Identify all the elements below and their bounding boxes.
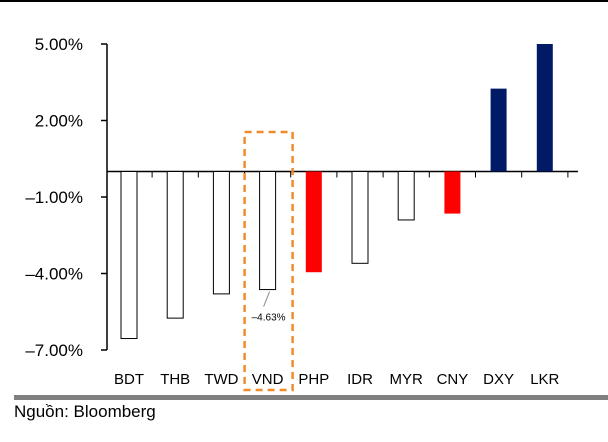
y-tick-label: 2.00% — [35, 112, 83, 131]
data-label-vnd: –4.63% — [252, 313, 286, 324]
annotation-leader — [263, 291, 271, 307]
x-tick-label: DXY — [483, 371, 514, 388]
bar-chart: 5.00% 2.00% –1.00% –4.00% –7.00% BDT THB TWD VND… — [25, 35, 578, 392]
x-tick-label: THB — [160, 371, 190, 388]
x-tick-label: LKR — [530, 371, 559, 388]
x-tick-label: BDT — [114, 371, 144, 388]
x-tick-label: CNY — [437, 371, 469, 388]
y-tick-label: –1.00% — [25, 188, 83, 207]
source-note: Nguồn: Bloomberg — [14, 402, 156, 421]
x-tick-label: TWD — [204, 371, 238, 388]
x-tick-label: PHP — [298, 371, 329, 388]
bar-lkr — [536, 44, 553, 172]
bottom-rule — [14, 395, 608, 400]
top-rule — [0, 0, 608, 2]
bar-cny — [444, 171, 461, 214]
x-tick-label: VND — [252, 371, 284, 388]
bar-thb — [166, 171, 184, 319]
bar-bdt — [120, 171, 138, 340]
y-tick-label: –4.00% — [25, 265, 83, 284]
bar-idr — [351, 171, 369, 264]
bar-myr — [397, 171, 415, 221]
bar-vnd — [259, 171, 277, 291]
y-tick-label: 5.00% — [35, 35, 83, 54]
bar-php — [305, 171, 322, 273]
y-tick-label: –7.00% — [25, 341, 83, 360]
x-tick-label: IDR — [347, 371, 373, 388]
x-tick-label: MYR — [390, 371, 424, 388]
highlight-box — [243, 130, 294, 392]
bar-dxy — [490, 88, 507, 172]
bar-twd — [212, 171, 230, 295]
